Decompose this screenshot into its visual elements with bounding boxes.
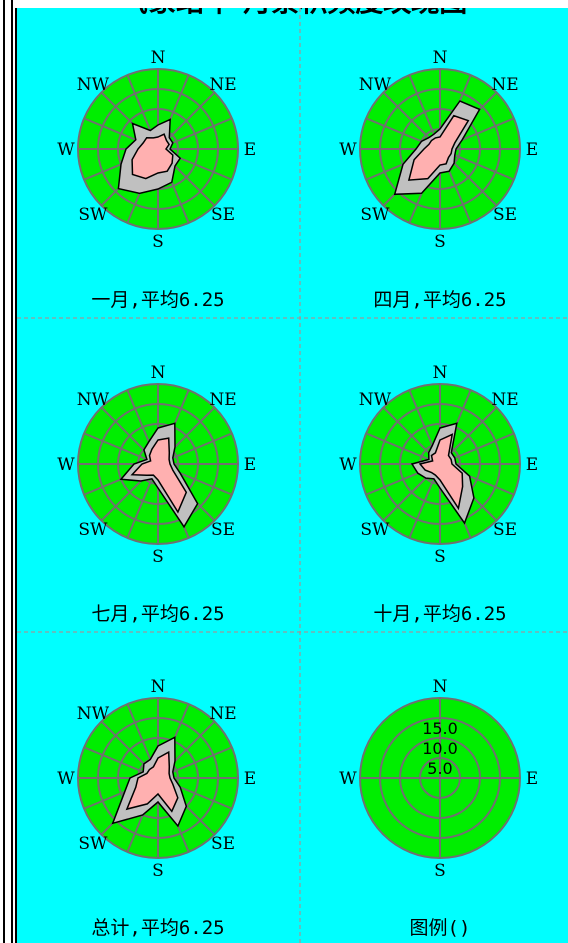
direction-label-w: W <box>57 455 75 475</box>
rose-series-2 <box>125 750 179 813</box>
direction-label-n: N <box>433 363 448 383</box>
direction-label-nw: NW <box>359 390 392 410</box>
direction-label-se: SE <box>211 834 235 854</box>
direction-label-ne: NE <box>209 75 236 95</box>
direction-label-s: S <box>434 232 446 252</box>
direction-label-w: W <box>339 455 357 475</box>
rose-series-2 <box>131 133 174 180</box>
direction-label-sw: SW <box>360 205 390 225</box>
rose-grid: NNEESESSWWNW一月,平均6.25NNEESESSWWNW四月,平均6.… <box>17 8 568 943</box>
rose-series-2 <box>407 114 470 181</box>
rose-chart-1: N NE E SE S SW W NW 一月,平均6.25 <box>57 48 256 311</box>
rose-series-2 <box>418 433 464 511</box>
direction-label-s: S <box>152 547 164 567</box>
rose-series-2 <box>130 437 188 514</box>
direction-label-se: SE <box>211 520 235 540</box>
direction-label-e: E <box>526 455 538 475</box>
direction-label-s: S <box>152 232 164 252</box>
legend-ring-label: 15.0 <box>422 719 458 738</box>
direction-label-se: SE <box>493 520 517 540</box>
legend-ring-label: 10.0 <box>422 739 458 758</box>
direction-label-n: N <box>151 363 166 383</box>
direction-label-w: W <box>339 769 357 789</box>
direction-label-nw: NW <box>77 704 110 724</box>
chart-caption: 七月,平均6.25 <box>91 603 224 625</box>
chart-caption: 十月,平均6.25 <box>373 603 506 625</box>
direction-label-sw: SW <box>78 205 108 225</box>
rose-chart-5: N NE E SE S SW W NW 总计,平均6.25 <box>57 677 256 939</box>
direction-label-n: N <box>151 48 166 68</box>
direction-label-ne: NE <box>491 75 518 95</box>
direction-label-ne: NE <box>209 704 236 724</box>
chart-caption: 图例() <box>410 917 471 939</box>
chart-caption: 总计,平均6.25 <box>91 917 224 939</box>
direction-label-se: SE <box>211 205 235 225</box>
left-frame <box>3 0 13 943</box>
direction-label-sw: SW <box>78 834 108 854</box>
direction-label-w: W <box>339 140 357 160</box>
chart-caption: 四月,平均6.25 <box>373 289 506 311</box>
direction-label-w: W <box>57 140 75 160</box>
chart-panel: 气象站年-月累积频度玫瑰图 NNEESESSWWNW一月,平均6.25NNEES… <box>15 8 568 943</box>
rose-spoke <box>83 432 159 465</box>
cell-dividers <box>17 8 568 943</box>
direction-label-nw: NW <box>77 75 110 95</box>
direction-label-s: S <box>434 861 446 881</box>
direction-label-e: E <box>244 455 256 475</box>
direction-label-ne: NE <box>209 390 236 410</box>
rose-spoke <box>365 432 441 465</box>
direction-label-se: SE <box>493 205 517 225</box>
direction-label-sw: SW <box>78 520 108 540</box>
direction-label-e: E <box>526 140 538 160</box>
direction-label-s: S <box>434 547 446 567</box>
rose-chart-2: N NE E SE S SW W NW 四月,平均6.25 <box>339 48 538 311</box>
direction-label-e: E <box>526 769 538 789</box>
legend-rose: N E S W 15.010.05.0 图例() <box>339 677 538 939</box>
direction-label-s: S <box>152 861 164 881</box>
direction-label-n: N <box>433 48 448 68</box>
direction-label-w: W <box>57 769 75 789</box>
direction-label-nw: NW <box>77 390 110 410</box>
direction-label-nw: NW <box>359 75 392 95</box>
rose-chart-4: N NE E SE S SW W NW 十月,平均6.25 <box>339 363 538 625</box>
legend-ring-label: 5.0 <box>427 759 452 778</box>
direction-label-n: N <box>433 677 448 697</box>
direction-label-e: E <box>244 140 256 160</box>
direction-label-sw: SW <box>360 520 390 540</box>
direction-label-ne: NE <box>491 390 518 410</box>
chart-caption: 一月,平均6.25 <box>91 289 224 311</box>
direction-label-n: N <box>151 677 166 697</box>
rose-chart-3: N NE E SE S SW W NW 七月,平均6.25 <box>57 363 256 625</box>
direction-label-e: E <box>244 769 256 789</box>
page-title: 气象站年-月累积频度玫瑰图 <box>17 8 568 16</box>
